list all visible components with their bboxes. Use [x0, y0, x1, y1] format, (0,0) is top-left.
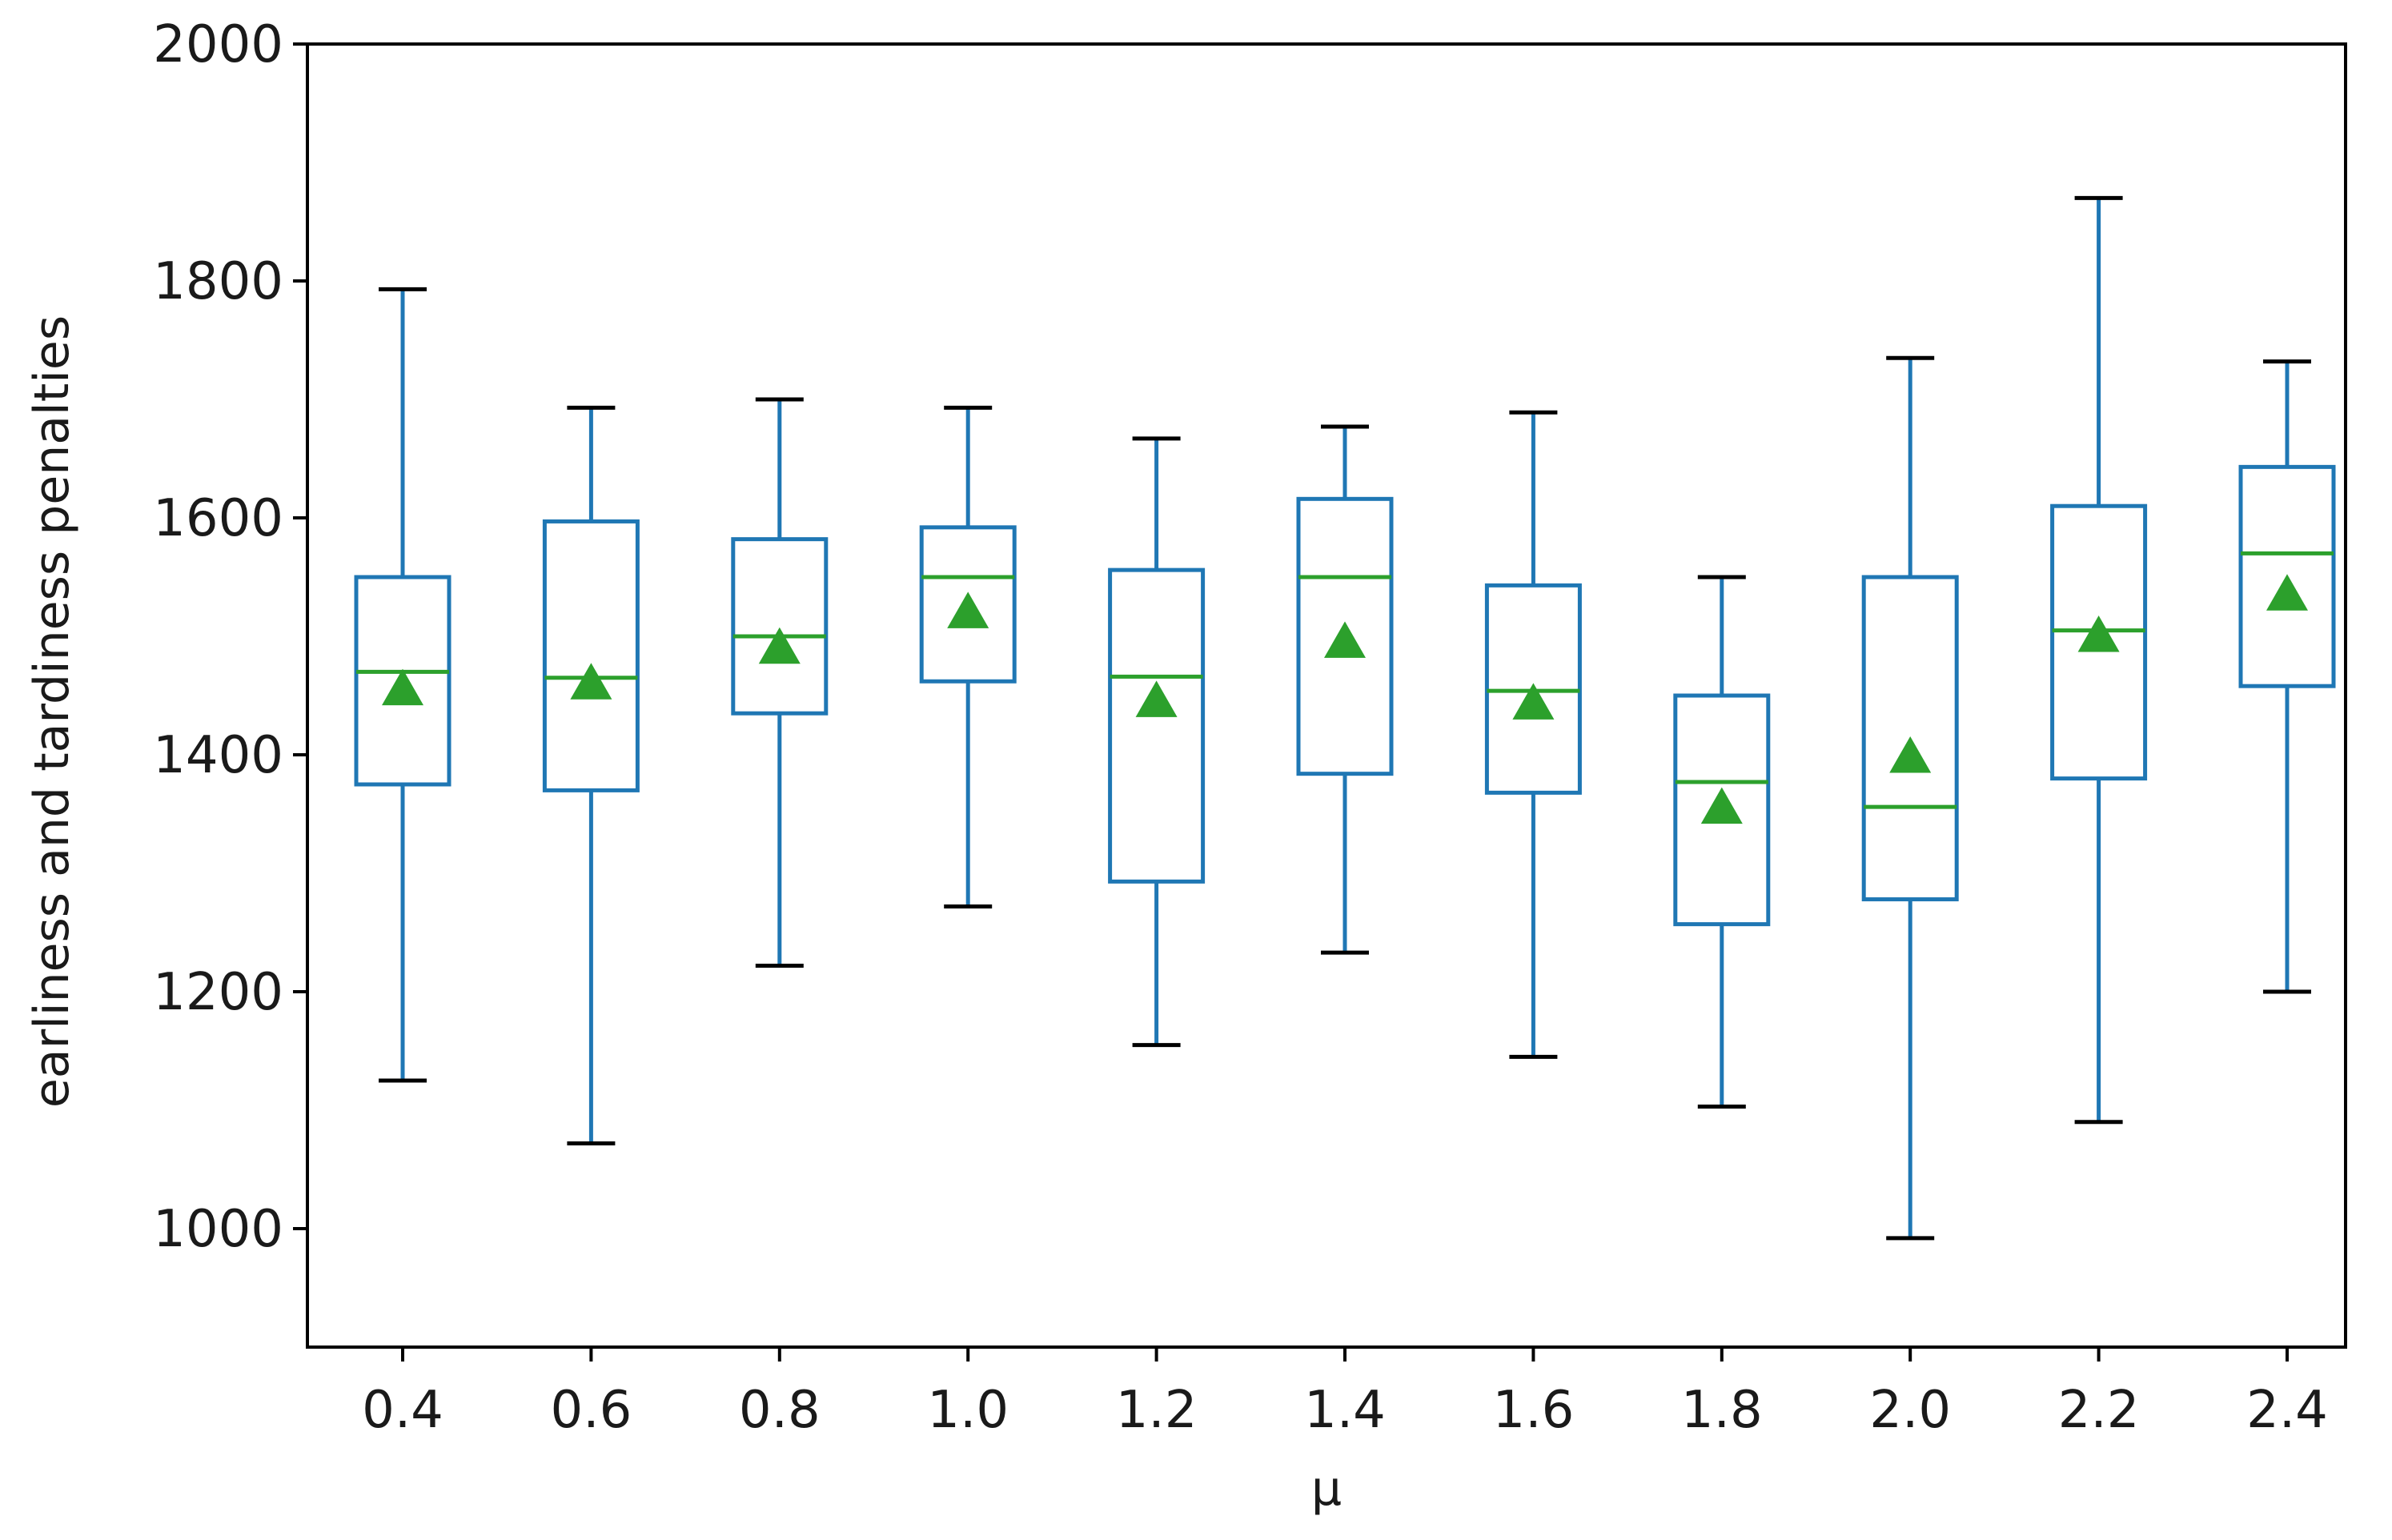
box-group-1.2 [1108, 436, 1206, 1048]
x-tick-label: 0.8 [739, 1381, 821, 1440]
iqr-box [1673, 693, 1771, 927]
x-tick-label: 1.0 [927, 1381, 1009, 1440]
y-tick-label: 1800 [153, 252, 283, 311]
mean-marker [1135, 680, 1178, 717]
box-group-0.6 [542, 405, 640, 1145]
x-tick-label: 1.6 [1493, 1381, 1575, 1440]
mean-marker [1889, 736, 1932, 773]
mean-marker [947, 592, 989, 628]
mean-marker [1512, 683, 1555, 720]
iqr-box [731, 537, 829, 716]
mean-marker [758, 627, 801, 664]
iqr-box [542, 519, 640, 792]
box-group-0.8 [731, 397, 829, 968]
box-group-2.0 [1861, 355, 1959, 1241]
iqr-box [919, 525, 1017, 684]
x-tick-label: 2.4 [2246, 1381, 2328, 1440]
x-tick-label: 1.4 [1304, 1381, 1386, 1440]
mean-marker [570, 663, 612, 700]
iqr-box [2238, 464, 2336, 688]
box-group-1.0 [919, 405, 1017, 908]
mean-marker [1700, 787, 1743, 824]
plot-layer [354, 195, 2336, 1241]
box-group-2.2 [2050, 195, 2148, 1125]
x-tick-label: 0.4 [362, 1381, 443, 1440]
y-tick-label: 1400 [153, 726, 283, 785]
mean-marker [2077, 616, 2120, 652]
y-tick-label: 1000 [153, 1200, 283, 1259]
iqr-box [1108, 567, 1206, 884]
iqr-box [1296, 496, 1394, 776]
y-tick-label: 2000 [153, 15, 283, 74]
plot-frame [306, 42, 2347, 1349]
y-axis-label: earliness and tardiness penalties [24, 315, 80, 1108]
y-tick-label: 1200 [153, 963, 283, 1022]
iqr-box [1861, 575, 1959, 902]
mean-marker [2266, 574, 2308, 611]
y-tick-label: 1600 [153, 489, 283, 548]
box-group-1.6 [1484, 410, 1582, 1059]
box-group-1.4 [1296, 424, 1394, 955]
box-group-1.8 [1673, 575, 1771, 1109]
x-tick-label: 2.0 [1869, 1381, 1951, 1440]
y-axis: 1000 1200 1400 1600 1800 2000 [153, 15, 307, 1259]
x-tick-label: 0.6 [551, 1381, 632, 1440]
iqr-box [354, 575, 452, 787]
mean-marker [1324, 621, 1366, 658]
x-axis-label: μ [1311, 1461, 1342, 1517]
box-group-2.4 [2238, 359, 2336, 994]
x-axis: 0.4 0.6 0.8 1.0 1.2 1.4 1.6 1.8 2.0 2.2 2.4 [362, 1347, 2328, 1440]
mean-marker [382, 668, 423, 706]
x-tick-label: 1.2 [1116, 1381, 1198, 1440]
x-tick-label: 1.8 [1681, 1381, 1763, 1440]
x-tick-label: 2.2 [2058, 1381, 2140, 1440]
box-group-0.4 [354, 287, 452, 1083]
iqr-box [2050, 503, 2148, 781]
